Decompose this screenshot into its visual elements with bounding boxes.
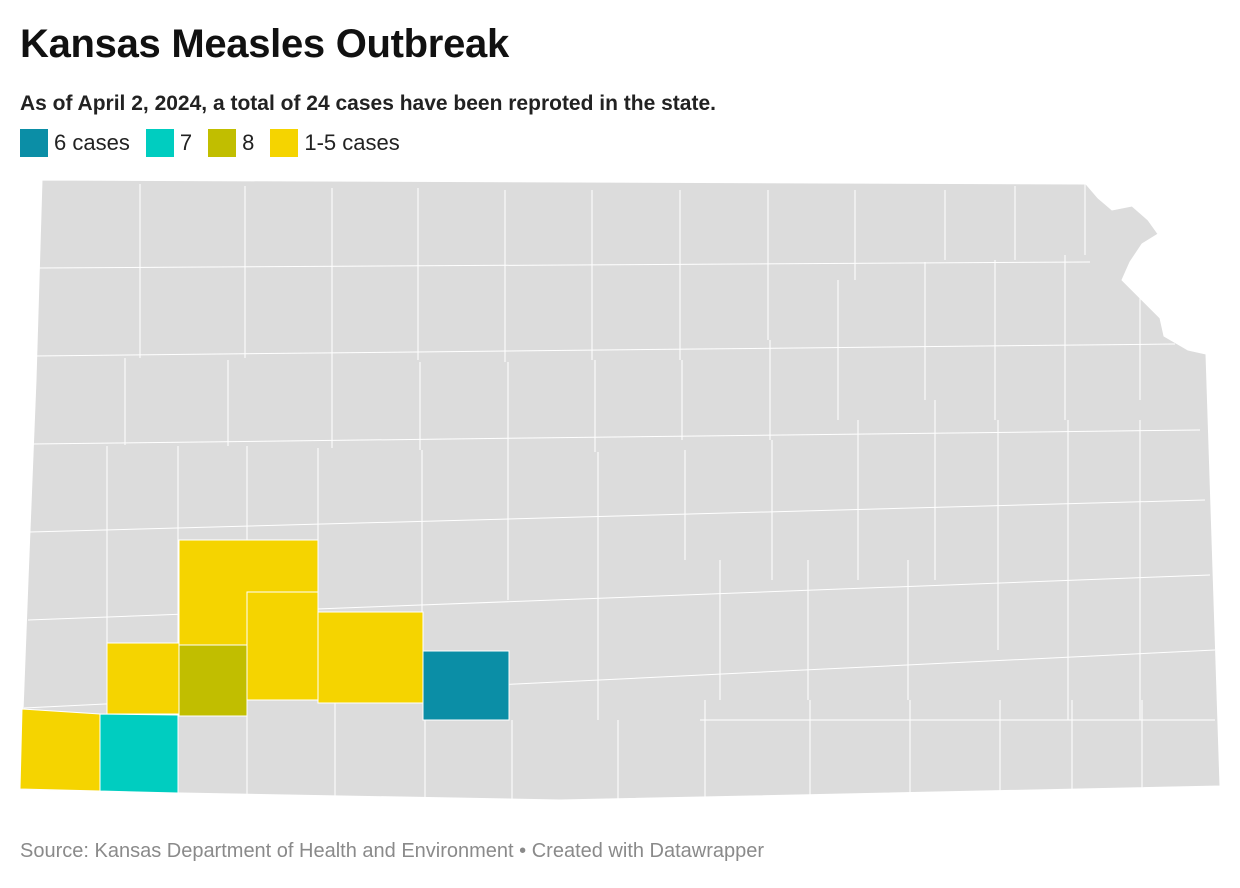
legend-item-7: 7 (145, 129, 193, 157)
highlighted-counties (19, 539, 510, 794)
legend-item-1-5-cases: 1-5 cases (270, 129, 400, 157)
county-1-5-cases-c[interactable] (317, 611, 424, 704)
chart-title: Kansas Measles Outbreak (20, 22, 509, 66)
kansas-county-map (19, 179, 1221, 801)
county-1-5-cases-d[interactable] (106, 642, 180, 715)
county-7-cases[interactable] (99, 713, 179, 794)
legend-swatch-8 (208, 129, 237, 157)
legend-swatch-1-5-cases (270, 129, 299, 157)
legend-label-8: 8 (242, 130, 255, 155)
legend-item-8: 8 (208, 129, 254, 157)
county-1-5-cases-e[interactable] (19, 708, 101, 792)
county-6-cases[interactable] (422, 650, 510, 721)
legend-label-1-5-cases: 1-5 cases (304, 130, 400, 155)
county-border-line (31, 429, 1201, 445)
county-border-line (29, 499, 1206, 533)
county-border-line (35, 261, 1091, 269)
legend-item-6-cases: 6 cases (20, 129, 130, 157)
legend-label-6-cases: 6 cases (54, 130, 130, 155)
legend-label-7: 7 (179, 130, 193, 155)
legend: 6 cases 7 8 1-5 cases (20, 128, 416, 158)
chart-subtitle: As of April 2, 2024, a total of 24 cases… (20, 92, 716, 115)
county-border-line (33, 343, 1176, 357)
legend-swatch-6-cases (20, 129, 48, 157)
county-1-5-cases-b[interactable] (246, 591, 319, 701)
county-8-cases[interactable] (178, 644, 248, 717)
legend-swatch-7 (145, 129, 174, 157)
county-borders (23, 184, 1216, 800)
source-footer: Source: Kansas Department of Health and … (20, 840, 765, 862)
